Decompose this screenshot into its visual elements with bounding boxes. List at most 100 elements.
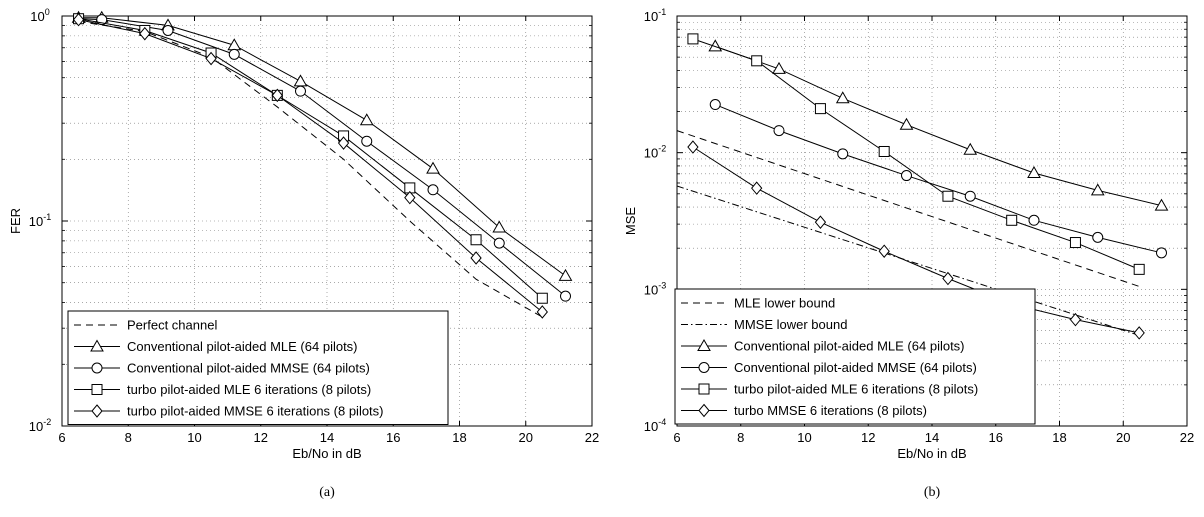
data-point (709, 99, 721, 111)
data-point (772, 61, 786, 74)
series-1 (676, 185, 1140, 336)
data-point (1069, 312, 1082, 327)
y-tick-label: 10-3 (644, 280, 666, 297)
x-axis-label: Eb/No in dB (292, 446, 361, 461)
data-point (536, 292, 548, 304)
x-tick-label: 8 (737, 430, 744, 445)
x-tick-label: 14 (320, 430, 334, 445)
y-tick-base: 10 (644, 282, 658, 297)
data-point (899, 117, 914, 130)
y-axis-label: FER (8, 208, 23, 234)
x-tick-label: 14 (925, 430, 939, 445)
data-point (687, 33, 699, 45)
data-point (470, 251, 482, 265)
y-tick-base: 10 (644, 419, 658, 434)
legend-marker (697, 338, 711, 351)
legend-marker (91, 384, 103, 395)
legend-marker (698, 383, 710, 395)
data-point (404, 190, 416, 205)
legend-box (67, 310, 449, 425)
legend-entry: Conventional pilot-aided MMSE (64 pilots… (127, 361, 370, 376)
y-tick-label: 10-2 (644, 144, 666, 161)
legend: MLE lower bound MMSE lower bound Conventio… (674, 288, 1036, 425)
data-point (492, 220, 507, 233)
y-tick-exponent: -1 (43, 212, 51, 222)
series-2 (73, 13, 571, 302)
data-point (751, 55, 763, 67)
data-point (470, 234, 482, 246)
data-point (72, 12, 85, 27)
series-2 (708, 39, 1169, 211)
legend-entry: turbo pilot-aided MMSE 6 iterations (8 p… (127, 404, 384, 419)
legend-entry: turbo pilot-aided MLE 6 iterations (8 pi… (127, 382, 371, 397)
legend-entry: turbo pilot-aided MLE 6 iterations (8 pi… (734, 382, 978, 397)
series-line (715, 104, 1162, 254)
data-point (293, 74, 308, 87)
data-point (560, 290, 571, 302)
data-point (1092, 231, 1104, 243)
data-point (558, 268, 573, 281)
series-line (676, 185, 1140, 336)
data-point (1090, 183, 1105, 196)
data-point (901, 170, 912, 182)
data-point (271, 88, 283, 103)
data-point (1006, 214, 1018, 226)
y-tick-label: 10-1 (29, 212, 51, 229)
data-point (337, 136, 350, 150)
legend-entry: Conventional pilot-aided MLE (64 pilots) (734, 339, 965, 354)
series-4 (72, 12, 548, 319)
data-point (1133, 326, 1145, 340)
x-tick-label: 6 (673, 430, 680, 445)
series-line (715, 45, 1162, 207)
data-point (687, 140, 699, 154)
legend-entry: Conventional pilot-aided MLE (64 pilots) (127, 339, 358, 354)
y-tick-label: 10-4 (644, 417, 666, 434)
legend-marker (90, 339, 104, 352)
legend-entry: turbo MMSE 6 iterations (8 pilots) (734, 403, 927, 418)
data-point (1133, 263, 1145, 275)
data-point (1069, 237, 1081, 249)
data-point (878, 244, 890, 259)
y-tick-exponent: -3 (658, 280, 666, 290)
data-point (426, 161, 440, 174)
y-tick-exponent: -2 (658, 144, 666, 154)
x-tick-label: 12 (254, 430, 268, 445)
y-tick-base: 10 (30, 9, 44, 24)
legend-entry: MLE lower bound (734, 296, 835, 311)
legend-marker (698, 362, 710, 373)
x-tick-label: 20 (1116, 430, 1130, 445)
y-tick-label: 10-1 (644, 7, 666, 24)
legend-marker (91, 404, 103, 418)
x-tick-label: 10 (797, 430, 811, 445)
x-axis-label: Eb/No in dB (897, 446, 966, 461)
y-tick-base: 10 (29, 419, 43, 434)
data-point (427, 184, 439, 196)
y-tick-base: 10 (644, 146, 658, 161)
data-point (228, 48, 240, 60)
x-tick-label: 10 (187, 430, 201, 445)
legend-entry: Conventional pilot-aided MMSE (64 pilots… (734, 360, 977, 375)
data-point (162, 24, 174, 36)
data-point (139, 26, 151, 41)
legend-box (674, 288, 1036, 425)
figure-caption: (b) (924, 485, 941, 500)
legend-entry: Perfect channel (127, 318, 217, 333)
data-point (964, 190, 976, 202)
data-point (773, 125, 785, 137)
data-point (1027, 165, 1041, 178)
y-tick-label: 100 (30, 7, 49, 24)
data-point (835, 91, 850, 104)
series-line (78, 21, 543, 318)
data-point (361, 135, 373, 147)
data-point (536, 305, 548, 319)
legend-marker (91, 362, 103, 374)
data-point (295, 85, 306, 97)
series-line (692, 146, 1140, 334)
y-tick-exponent: -1 (658, 7, 666, 17)
data-point (1028, 214, 1040, 226)
data-point (1156, 247, 1167, 259)
series-0 (78, 21, 543, 318)
series-line (692, 38, 1140, 270)
